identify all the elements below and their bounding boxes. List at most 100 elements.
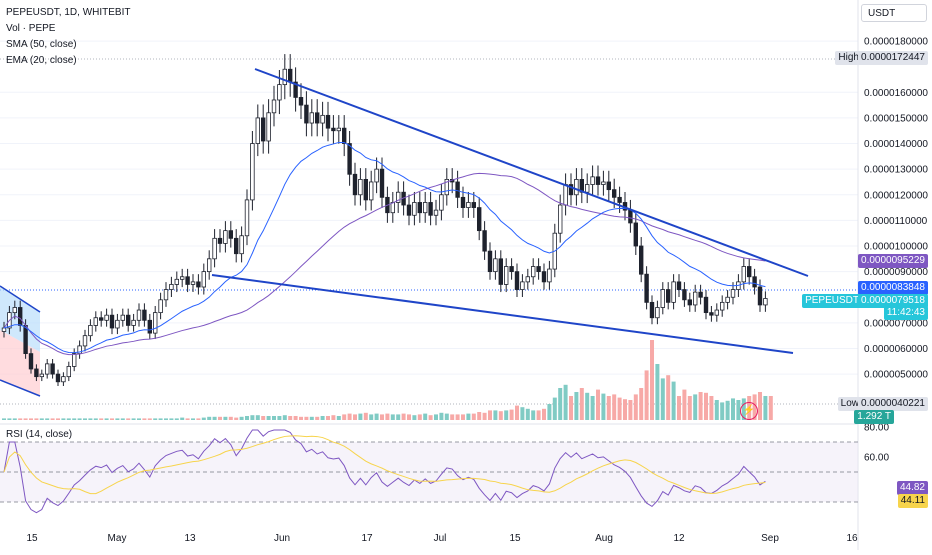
up-candle (525, 276, 530, 283)
volume-bar (110, 418, 114, 420)
down-candle (482, 230, 487, 252)
down-candle (509, 266, 514, 273)
volume-bar (671, 381, 676, 420)
volume-bar (444, 413, 449, 420)
volume-bar (677, 396, 681, 420)
volume-bar (34, 418, 39, 420)
rsi-value-badge: 44.82 (896, 481, 928, 495)
down-candle (536, 266, 541, 273)
time-axis[interactable]: 15 May 13 Jun 17 Jul 15 Aug 12 Sep 16 (26, 533, 858, 544)
volume-bar (536, 410, 541, 420)
up-candle (250, 143, 255, 201)
up-candle (493, 258, 498, 273)
currency-unit-button[interactable]: USDT (861, 4, 927, 22)
time-tick-label: Sep (761, 533, 779, 544)
down-candle (28, 353, 34, 370)
symbol-title[interactable]: PEPEUSDT, 1D, WHITEBIT (6, 7, 131, 18)
ema-indicator-label[interactable]: EMA (20, close) (6, 55, 77, 66)
volume-bar (218, 416, 222, 420)
candlesticks[interactable] (1, 54, 768, 387)
down-candle (752, 276, 757, 288)
volume-bar (277, 416, 282, 420)
up-candle (374, 168, 379, 183)
volume-bar (725, 400, 730, 420)
volume-bar (261, 416, 266, 420)
price-axis[interactable]: 0.0000180000 0.0000160000 0.0000150000 0.00… (864, 37, 928, 464)
up-candle (131, 319, 136, 326)
down-candle (126, 314, 131, 326)
down-candle (17, 307, 23, 326)
down-candle (514, 271, 520, 290)
up-candle (244, 199, 250, 237)
up-candle (88, 325, 93, 337)
volume-bar (309, 416, 314, 420)
volume-bar (434, 414, 438, 420)
down-candle (460, 196, 466, 208)
volume-bar (61, 418, 66, 420)
wedge-trendlines[interactable] (0, 68, 809, 397)
up-candle (266, 112, 271, 142)
rsi-tick-label: 80.00 (864, 423, 889, 434)
up-candle (212, 237, 217, 260)
volume-bar (115, 418, 120, 420)
down-candle (23, 325, 28, 355)
volume-bar (650, 340, 654, 420)
up-candle (39, 373, 44, 378)
down-candle (406, 204, 412, 216)
volume-bar (7, 418, 12, 420)
up-candle (585, 184, 590, 193)
volume-bar (363, 412, 368, 420)
volume-bar (412, 415, 417, 420)
volume-bar (196, 418, 201, 420)
volume-bar (336, 416, 341, 420)
price-tick-label: 0.0000130000 (864, 165, 928, 176)
volume-bar (137, 418, 141, 420)
volume-bar (693, 394, 698, 420)
price-tick-label: 0.0000090000 (864, 267, 928, 278)
price-tick-label: 0.0000050000 (864, 370, 928, 381)
up-candle (190, 281, 196, 285)
up-candle (1, 327, 7, 332)
volume-bar (428, 415, 433, 420)
volume-indicator-label[interactable]: Vol · PEPE (6, 23, 56, 34)
down-candle (314, 112, 320, 124)
volume-bar (374, 413, 379, 420)
volume-bar (574, 392, 579, 420)
down-candle (347, 143, 352, 175)
volume-bar (126, 418, 131, 420)
volume-bar (39, 418, 44, 420)
volume-bar (180, 417, 185, 420)
volume-bar (698, 392, 703, 420)
volume-badge: 1.292 T (854, 410, 894, 424)
volume-bar (493, 410, 498, 420)
volume-bar (639, 388, 644, 420)
channel-fill-bottom (0, 330, 40, 396)
volume-bar (644, 370, 649, 420)
volume-bar (520, 407, 525, 420)
volume-bar (50, 418, 55, 420)
down-candle (293, 81, 298, 98)
volume-bar (147, 418, 152, 420)
volume-bar (488, 410, 492, 420)
up-candle (336, 127, 341, 132)
down-candle (568, 184, 574, 196)
up-candle (671, 281, 676, 303)
volume-bar (83, 418, 87, 420)
down-candle (331, 127, 336, 132)
up-candle (601, 181, 606, 185)
down-candle (476, 207, 482, 232)
volume-bar (369, 414, 374, 420)
sma-indicator-label[interactable]: SMA (50, close) (6, 39, 77, 50)
volume-bar (606, 396, 611, 420)
channel-top-line (0, 285, 41, 313)
time-tick-label: Aug (595, 533, 613, 544)
lightning-icon[interactable]: ⚡ (740, 402, 758, 420)
time-tick-label: 16 (846, 533, 858, 544)
down-candle (417, 202, 422, 214)
down-candle (676, 281, 682, 290)
volume-bar (29, 418, 33, 420)
rsi-indicator-label[interactable]: RSI (14, close) (6, 429, 73, 440)
volume-bar (714, 400, 719, 420)
up-candle (223, 230, 228, 244)
up-candle (730, 289, 736, 298)
